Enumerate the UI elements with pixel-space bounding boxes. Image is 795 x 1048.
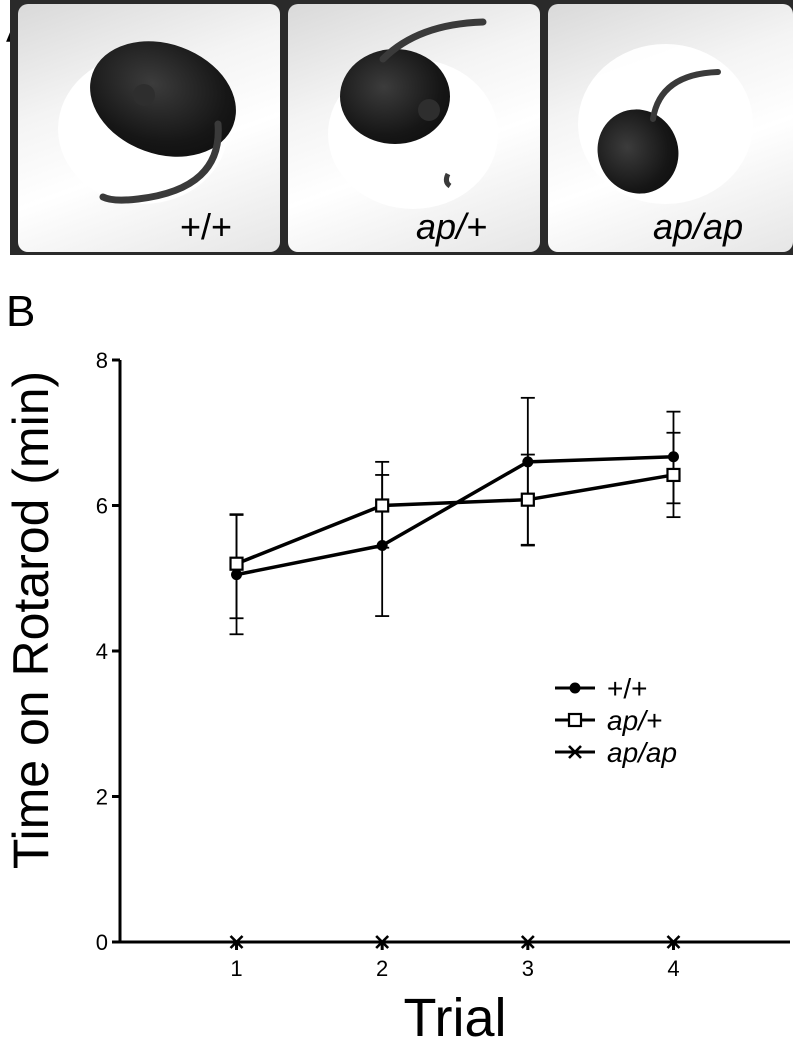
marker-homozygous — [375, 935, 390, 949]
marker-homozygous — [229, 935, 244, 949]
marker-homozygous — [520, 935, 535, 949]
x-tick-label: 1 — [230, 956, 242, 981]
genotype-label-hom: ap/ap — [653, 206, 744, 247]
genotype-label-wt: +/+ — [180, 206, 233, 247]
marker-heterozygous — [666, 467, 681, 483]
mouse-heterozygous — [340, 49, 450, 144]
marker-wildtype — [667, 451, 679, 463]
marker-wildtype — [376, 540, 388, 552]
marker-wildtype — [522, 456, 534, 468]
genotype-label-het: ap/+ — [416, 206, 488, 247]
tray-right: ap/ap — [548, 4, 793, 252]
legend-label: ap/+ — [607, 705, 662, 736]
series-lines — [235, 455, 674, 577]
marker-homozygous — [666, 935, 681, 949]
mouse-photo: +/+ ap/+ ap/ap — [10, 0, 793, 255]
marker-wildtype — [569, 682, 581, 694]
x-tick-label: 4 — [667, 956, 679, 981]
panel-b-letter: B — [6, 287, 36, 336]
x-tick-label: 3 — [522, 956, 534, 981]
y-tick-label: 8 — [96, 348, 108, 373]
series-line-1 — [235, 473, 674, 566]
x-tick-label: 2 — [376, 956, 388, 981]
marker-heterozygous — [567, 712, 583, 728]
y-tick-label: 2 — [96, 785, 108, 810]
rotarod-chart: 0 2 4 6 8 1 2 3 4 +/+ap/+ap/ap Time on Rotarod (… — [3, 348, 790, 1048]
marker-wildtype — [231, 569, 243, 581]
tail-wildtype — [99, 120, 222, 204]
series-line-0 — [236, 455, 674, 577]
series-markers — [229, 451, 681, 949]
marker-homozygous — [568, 745, 582, 759]
tail-homozygous — [650, 69, 721, 122]
axes: 0 2 4 6 8 1 2 3 4 — [96, 348, 790, 981]
tray-left: +/+ — [18, 4, 280, 252]
y-tick-label: 4 — [96, 639, 108, 664]
marker-heterozygous — [375, 498, 390, 513]
y-tick-label: 6 — [96, 494, 108, 519]
marker-heterozygous — [520, 492, 535, 507]
legend-label: +/+ — [607, 673, 647, 704]
y-axis-label: Time on Rotarod (min) — [3, 371, 59, 869]
marker-heterozygous — [229, 556, 244, 571]
tray-middle: ap/+ — [288, 4, 540, 252]
tail-heterozygous — [379, 18, 487, 189]
y-tick-label: 0 — [96, 930, 108, 955]
x-axis-label: Trial — [404, 988, 507, 1048]
error-bars — [229, 396, 681, 636]
legend: +/+ap/+ap/ap — [555, 673, 677, 768]
legend-label: ap/ap — [607, 737, 677, 768]
